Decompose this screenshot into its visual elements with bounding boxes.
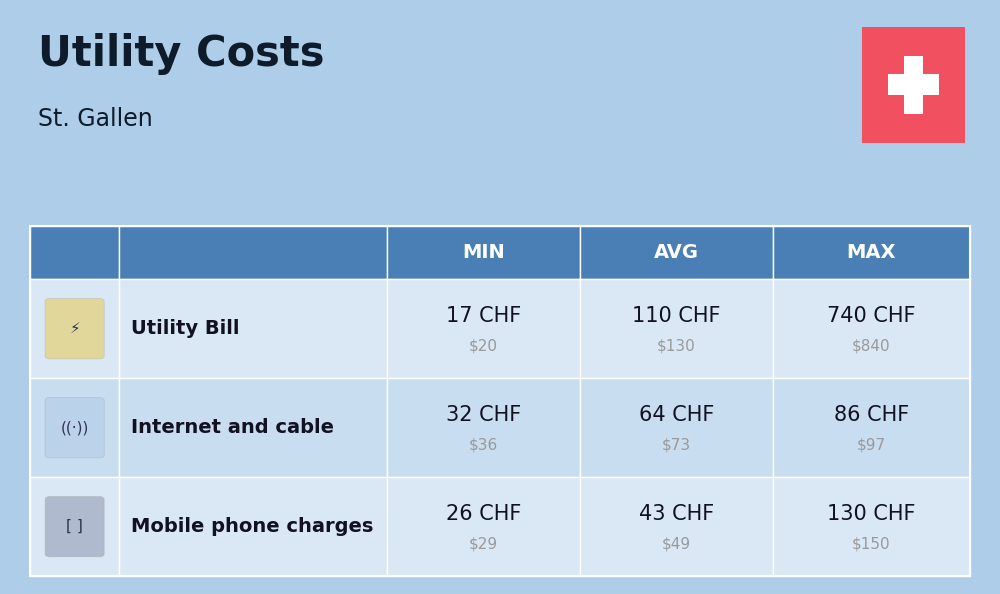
FancyBboxPatch shape [45, 397, 104, 458]
Bar [904, 56, 923, 113]
Bar [119, 226, 387, 279]
Text: $150: $150 [852, 536, 891, 551]
Bar [862, 27, 965, 143]
Text: 43 CHF: 43 CHF [639, 504, 714, 524]
Text: ((·)): ((·)) [60, 420, 89, 435]
Text: $49: $49 [662, 536, 691, 551]
Text: AVG: AVG [654, 243, 699, 262]
Text: Mobile phone charges: Mobile phone charges [131, 517, 374, 536]
Bar [387, 378, 580, 477]
FancyBboxPatch shape [45, 497, 104, 557]
Text: $29: $29 [469, 536, 498, 551]
Text: $840: $840 [852, 338, 891, 353]
Text: $97: $97 [857, 437, 886, 452]
Bar [387, 279, 580, 378]
Bar [387, 477, 580, 576]
Text: $36: $36 [469, 437, 498, 452]
Text: MIN: MIN [462, 243, 505, 262]
Bar [119, 477, 387, 576]
Text: 26 CHF: 26 CHF [446, 504, 521, 524]
Bar [580, 226, 773, 279]
Text: Internet and cable: Internet and cable [131, 418, 334, 437]
Text: 64 CHF: 64 CHF [639, 405, 714, 425]
Text: 130 CHF: 130 CHF [827, 504, 916, 524]
Bar [580, 477, 773, 576]
Bar [773, 226, 970, 279]
Text: 740 CHF: 740 CHF [827, 306, 916, 326]
Bar [30, 378, 119, 477]
Text: $20: $20 [469, 338, 498, 353]
Bar [30, 279, 119, 378]
Bar [119, 279, 387, 378]
Text: $73: $73 [662, 437, 691, 452]
Text: 86 CHF: 86 CHF [834, 405, 909, 425]
Text: Utility Costs: Utility Costs [38, 33, 324, 75]
Text: MAX: MAX [847, 243, 896, 262]
Text: Utility Bill: Utility Bill [131, 319, 240, 338]
Text: [ ]: [ ] [66, 519, 83, 534]
Text: $130: $130 [657, 338, 696, 353]
Bar [387, 226, 580, 279]
Bar [30, 477, 119, 576]
Text: 32 CHF: 32 CHF [446, 405, 521, 425]
Bar [773, 279, 970, 378]
Bar [773, 378, 970, 477]
Bar [30, 226, 970, 576]
Text: 110 CHF: 110 CHF [632, 306, 720, 326]
Bar [119, 378, 387, 477]
Bar [580, 279, 773, 378]
Text: 17 CHF: 17 CHF [446, 306, 521, 326]
FancyBboxPatch shape [45, 299, 104, 359]
Bar [773, 477, 970, 576]
Bar [30, 226, 119, 279]
Bar [580, 378, 773, 477]
Text: St. Gallen: St. Gallen [38, 107, 153, 131]
Text: ⚡: ⚡ [69, 321, 80, 336]
Bar [888, 74, 939, 95]
